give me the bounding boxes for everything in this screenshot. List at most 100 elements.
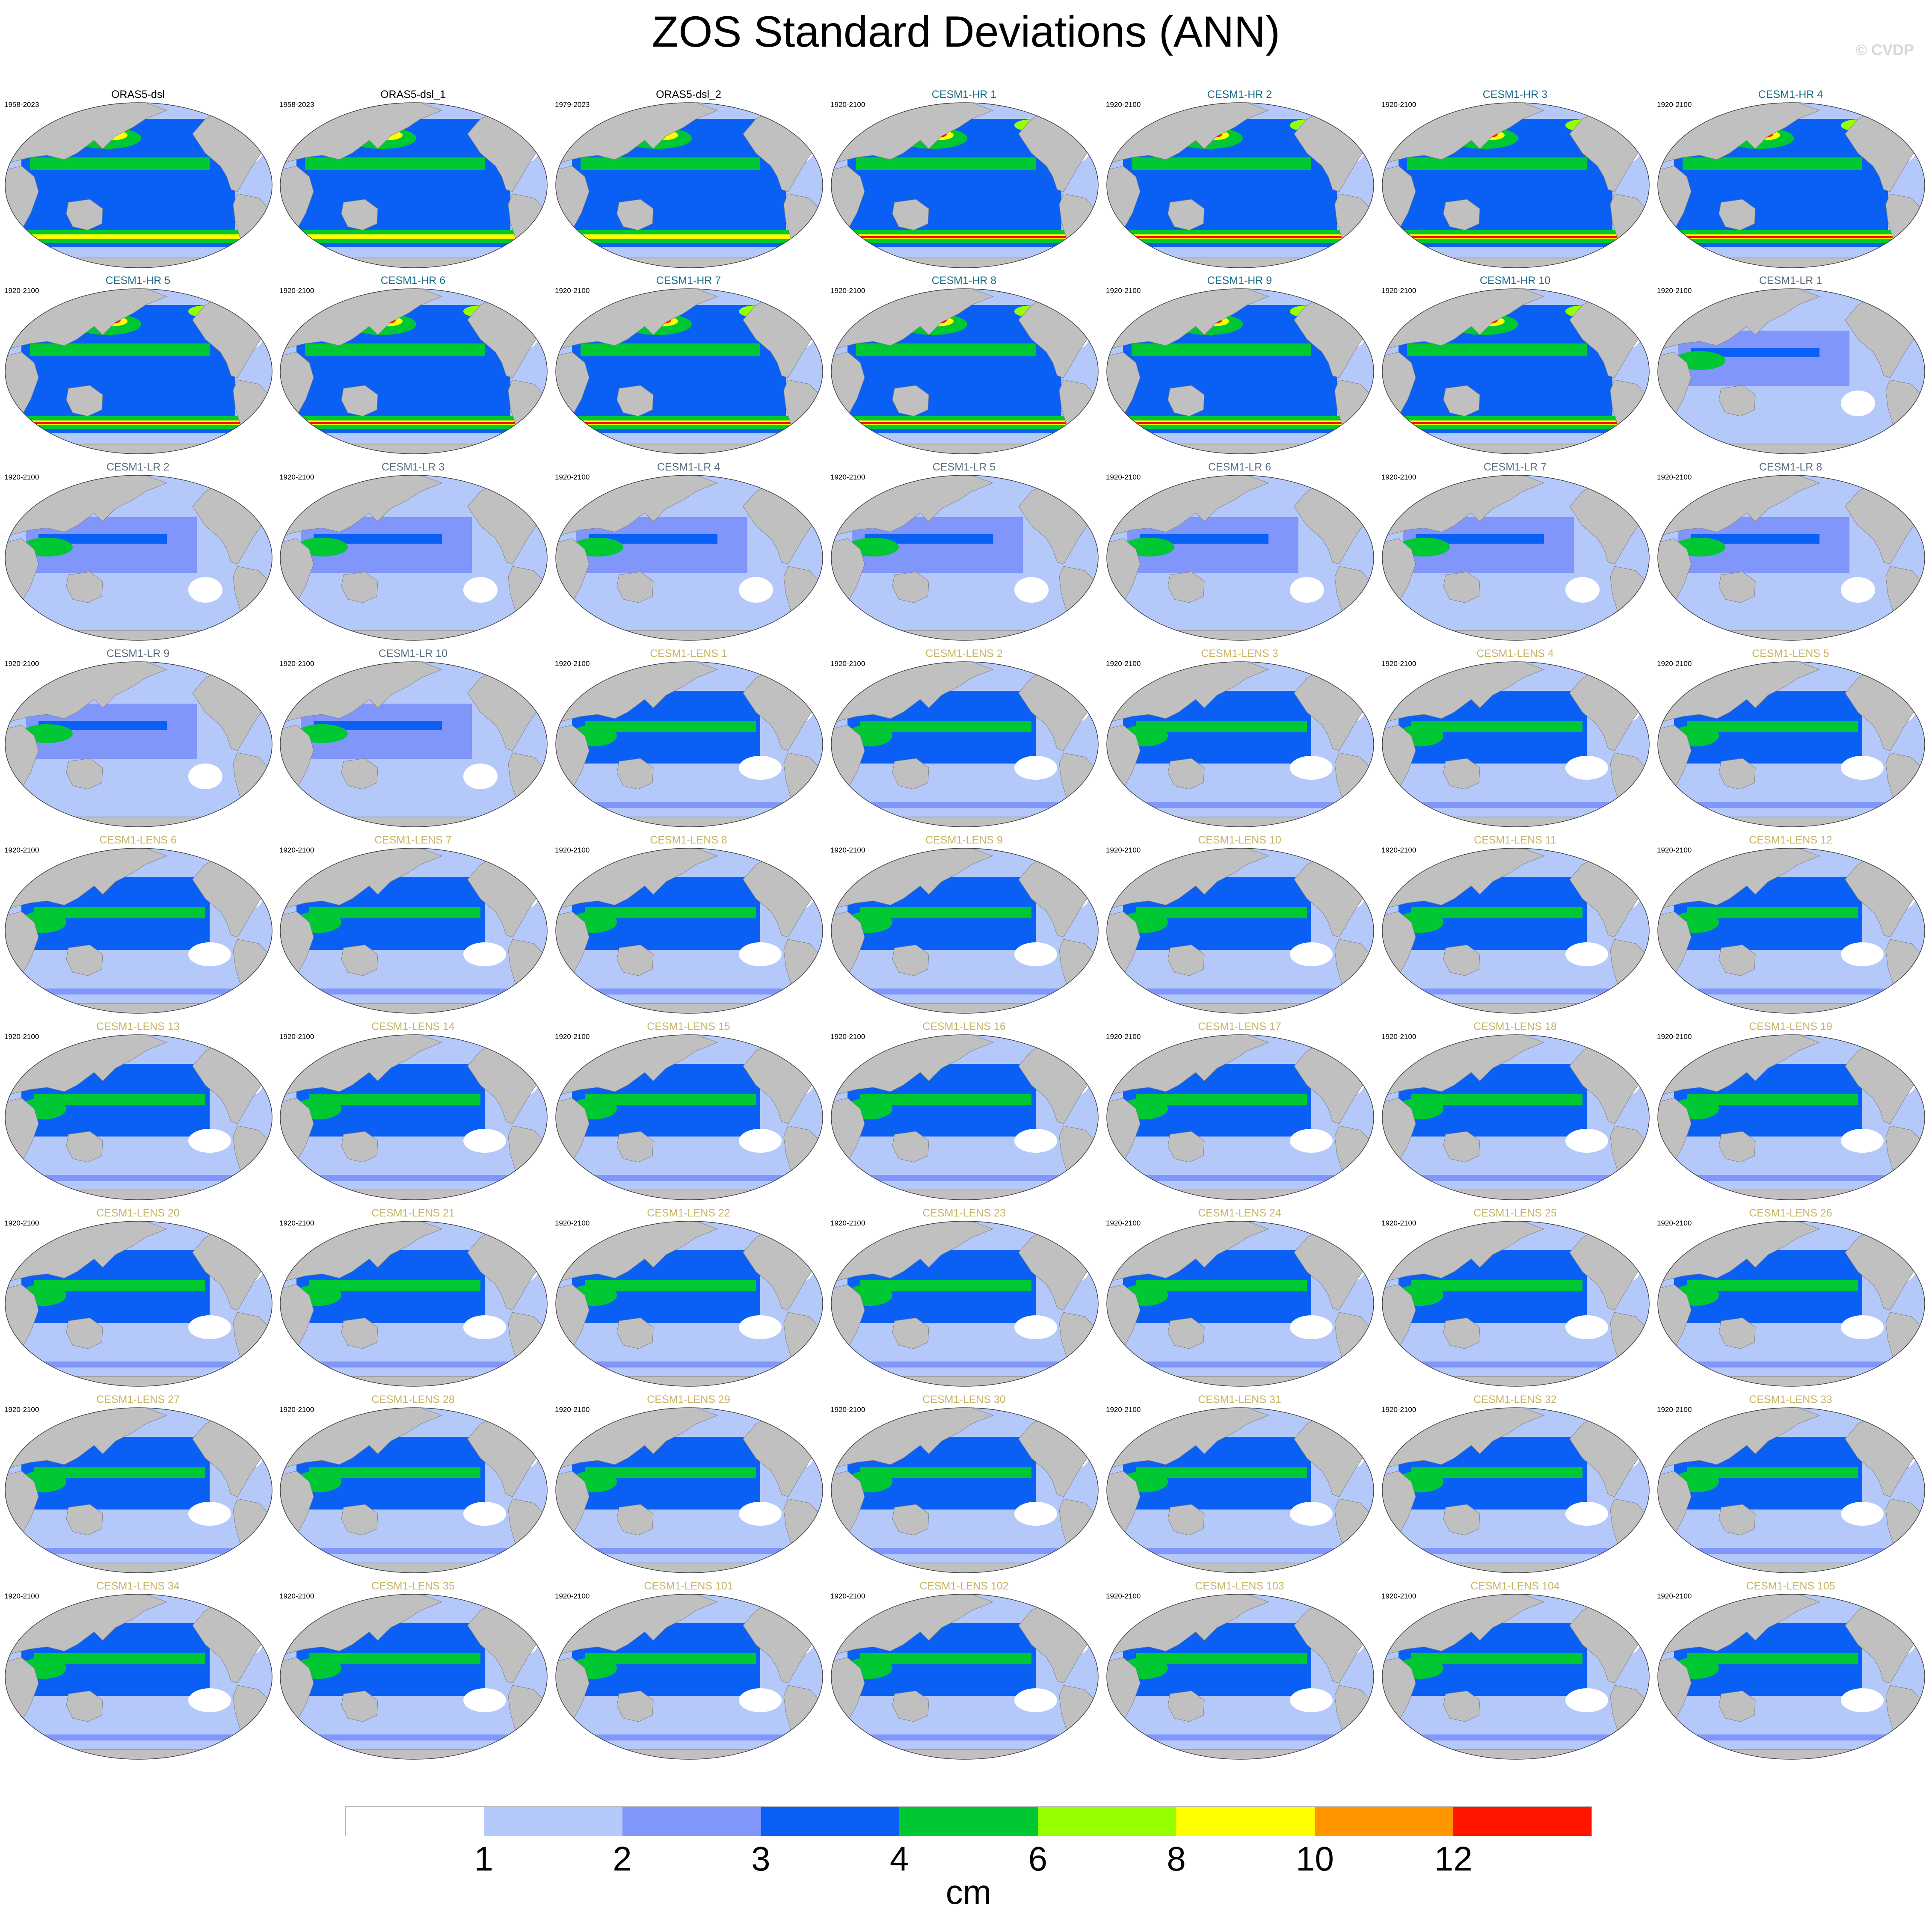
map-outline	[5, 288, 273, 454]
map-panel: 1920-2100 CESM1-HR 2	[1102, 88, 1378, 274]
map-outline	[831, 1407, 1099, 1573]
panel-title: CESM1-LR 7	[1483, 461, 1547, 473]
map-svg	[1382, 661, 1650, 827]
map-outline	[831, 288, 1099, 454]
land-mass	[1167, 1504, 1205, 1536]
equatorial-band	[1411, 907, 1582, 918]
land-mass	[287, 1376, 541, 1386]
map-outline	[280, 1034, 548, 1200]
land-mass	[839, 1003, 1092, 1013]
map-outline	[555, 475, 823, 641]
land-mass	[287, 257, 541, 268]
land-mass	[1390, 1003, 1643, 1013]
map-panel: 1920-2100 CESM1-LENS 103	[1102, 1579, 1378, 1766]
panel-years: 1920-2100	[1106, 1592, 1141, 1600]
map-svg	[5, 661, 273, 827]
panel-title: ORAS5-dsl	[111, 89, 165, 101]
land-mass	[1665, 1563, 1918, 1573]
panel-title: ORAS5-dsl_1	[380, 89, 446, 101]
panel-years: 1920-2100	[1106, 101, 1141, 109]
land-mass	[1114, 1749, 1367, 1759]
southern-ocean-band	[831, 1175, 1098, 1181]
land-mass	[616, 571, 654, 603]
equatorial-band	[39, 721, 167, 730]
land-mass	[1719, 758, 1756, 790]
panel-title: CESM1-LENS 3	[1201, 648, 1278, 660]
southern-ocean-peak	[5, 422, 272, 424]
equatorial-band	[34, 1094, 205, 1105]
pacific-low-region	[739, 1502, 782, 1526]
pacific-low-region	[1290, 942, 1333, 966]
map-svg	[1106, 1407, 1374, 1573]
map-panel: 1920-2100 CESM1-LENS 26	[1653, 1206, 1929, 1393]
map-outline	[555, 1221, 823, 1387]
panel-title: CESM1-LENS 5	[1752, 648, 1829, 660]
land-mass	[1167, 1317, 1205, 1349]
panel-years: 1920-2100	[1381, 660, 1416, 668]
map-svg	[1106, 848, 1374, 1014]
panel-title: ORAS5-dsl_2	[656, 89, 721, 101]
colorbar	[345, 1806, 1592, 1836]
colorbar-tick-label: 3	[751, 1840, 770, 1878]
land-mass	[1390, 817, 1643, 827]
equatorial-band	[585, 907, 756, 918]
panel-years: 1920-2100	[279, 1033, 314, 1041]
colorbar-box	[484, 1807, 623, 1836]
panel-title: CESM1-LENS 34	[96, 1580, 180, 1592]
land-mass	[1114, 1376, 1367, 1386]
land-mass	[1114, 444, 1367, 454]
equatorial-band	[305, 343, 485, 356]
map-panel: 1920-2100 CESM1-LR 3	[275, 460, 551, 647]
land-mass	[1167, 385, 1205, 417]
map-svg	[1106, 661, 1374, 827]
map-svg	[280, 848, 548, 1014]
panel-title: CESM1-LENS 35	[371, 1580, 455, 1592]
panel-title: CESM1-LENS 25	[1473, 1207, 1557, 1219]
pacific-low-region	[1290, 1129, 1333, 1153]
equatorial-band	[1407, 343, 1587, 356]
pacific-low-region	[1841, 391, 1875, 416]
land-mass	[1114, 257, 1367, 268]
land-mass	[1443, 944, 1480, 976]
map-panel: 1920-2100 CESM1-LENS 10	[1102, 833, 1378, 1020]
map-svg	[831, 288, 1099, 454]
equatorial-band	[1411, 1467, 1582, 1478]
southern-ocean-band	[1658, 989, 1925, 994]
map-outline	[5, 102, 273, 268]
southern-ocean-band	[1107, 1361, 1374, 1367]
equatorial-band	[309, 1653, 480, 1664]
map-panel: 1920-2100 CESM1-LENS 11	[1377, 833, 1653, 1020]
panel-title: CESM1-LENS 105	[1746, 1580, 1835, 1592]
colorbar-tick-label: 6	[1028, 1840, 1048, 1878]
southern-ocean-band	[280, 1734, 547, 1740]
land-mass	[1167, 199, 1205, 231]
land-mass	[839, 817, 1092, 827]
panel-years: 1920-2100	[1657, 1406, 1692, 1414]
land-mass	[1665, 1190, 1918, 1200]
land-mass	[839, 1190, 1092, 1200]
panel-title: CESM1-LR 3	[381, 461, 445, 473]
panel-years: 1920-2100	[1106, 1219, 1141, 1227]
southern-ocean-band	[5, 1361, 272, 1367]
panel-years: 1920-2100	[1106, 660, 1141, 668]
land-mass	[616, 1317, 654, 1349]
panel-title: CESM1-LENS 31	[1198, 1394, 1281, 1406]
map-svg	[280, 1034, 548, 1200]
map-outline	[5, 1594, 273, 1760]
land-mass	[1114, 630, 1367, 640]
land-mass	[341, 758, 378, 790]
map-svg	[555, 1221, 823, 1387]
map-svg	[5, 1034, 273, 1200]
map-panel: 1920-2100 CESM1-LENS 31	[1102, 1393, 1378, 1579]
panel-years: 1920-2100	[1381, 1592, 1416, 1600]
map-outline	[831, 1594, 1099, 1760]
map-svg	[5, 288, 273, 454]
panel-title: CESM1-HR 9	[1207, 275, 1272, 287]
map-panel: 1920-2100 CESM1-HR 9	[1102, 274, 1378, 460]
southern-ocean-band	[1658, 1361, 1925, 1367]
southern-ocean-band	[1658, 1734, 1925, 1740]
land-mass	[1665, 444, 1918, 454]
land-mass	[563, 1003, 816, 1013]
land-mass	[12, 817, 266, 827]
equatorial-band	[314, 534, 442, 544]
